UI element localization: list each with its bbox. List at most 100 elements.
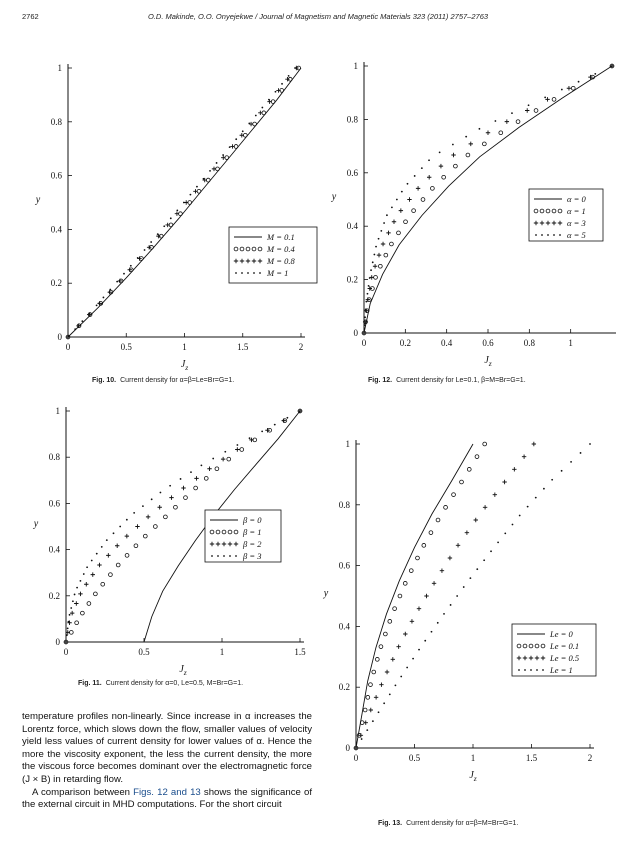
- fig10-data-point: [235, 138, 238, 141]
- fig11-y-tick-label: 0.2: [49, 591, 60, 601]
- fig13-legend: Le = 0 Le = 0.1 Le = 0.5 Le = 1: [511, 623, 597, 677]
- fig12-x-tick-label: 1: [568, 338, 573, 348]
- fig12-data-point: [482, 141, 487, 147]
- fig13-data-point: [418, 648, 420, 651]
- fig12-data-point: [515, 119, 521, 124]
- body-paragraph-1: temperature profiles non-linearly. Since…: [22, 711, 312, 785]
- fig13-x-tick-label: 1: [471, 753, 476, 763]
- fig11-data-point: [286, 416, 289, 419]
- fig12-x-tick-label: 0.4: [441, 338, 453, 348]
- fig11-data-point: [249, 437, 254, 443]
- fig12-data-point: [430, 186, 435, 191]
- fig13-data-point: [362, 707, 368, 713]
- fig10-data-point: [76, 323, 81, 328]
- figure-reference-link[interactable]: Figs. 12 and 13: [133, 786, 201, 798]
- fig11-x-tick-label: 1.5: [294, 647, 306, 657]
- fig12-x-tick-label: 0.6: [482, 338, 494, 348]
- fig13-y-tick-label: 0: [346, 743, 351, 753]
- fig13-data-point: [589, 443, 591, 445]
- fig12-legend-swatch: [557, 220, 563, 226]
- fig12-legend-swatch: [553, 234, 555, 236]
- fig10-data-point: [117, 278, 123, 284]
- fig13-legend-swatch: [522, 655, 528, 661]
- fig11-y-tick-label: 0.4: [49, 545, 61, 555]
- fig11-legend-swatch: [215, 529, 221, 535]
- fig11-data-point: [179, 478, 182, 480]
- fig12-data-point: [364, 316, 367, 319]
- fig10-y-tick-label: 0.4: [51, 224, 63, 234]
- fig11-data-point: [69, 630, 74, 635]
- fig10-legend-swatch: [245, 258, 251, 264]
- fig11-data-point: [150, 498, 153, 501]
- fig12-data-point: [363, 324, 366, 327]
- fig10-legend-swatch: [235, 272, 237, 274]
- fig13-data-point: [518, 514, 521, 517]
- fig12-data-point: [511, 112, 513, 115]
- fig13-data-point: [466, 467, 472, 472]
- fig12-data-point: [363, 332, 365, 334]
- fig12-data-point: [594, 72, 597, 75]
- fig13-legend-swatch: [518, 669, 520, 671]
- fig12-data-point: [451, 152, 456, 158]
- fig12-x-tick-label: 0.8: [524, 338, 536, 348]
- fig10-x-tick-label: 0: [66, 342, 71, 352]
- fig10-data-point: [215, 162, 218, 164]
- fig13-legend-swatch: [522, 643, 528, 649]
- fig12-data-point: [494, 120, 497, 122]
- fig12-data-point: [370, 269, 372, 272]
- fig12-data-point: [468, 141, 473, 147]
- fig13-data-point: [430, 630, 433, 633]
- fig13-data-point: [366, 729, 369, 732]
- fig12-legend-label: α = 3: [567, 218, 586, 228]
- fig13-data-point: [402, 581, 408, 586]
- fig12-data-point: [588, 74, 593, 80]
- fig12-series-3: [361, 63, 615, 336]
- fig10-data-point: [239, 133, 244, 138]
- fig11-data-point: [119, 525, 122, 528]
- fig12-data-point: [377, 237, 380, 240]
- fig13-x-axis-label: Jz: [469, 770, 476, 783]
- fig12-y-axis-label: y: [331, 192, 337, 203]
- fig13-y-tick-label: 0.2: [339, 682, 350, 692]
- fig12-data-point: [400, 190, 403, 193]
- fig11-y-tick-label: 0.6: [49, 498, 61, 508]
- fig11-data-point: [78, 591, 83, 597]
- fig12-data-point: [438, 163, 444, 169]
- fig11-legend-swatch: [235, 555, 237, 557]
- fig10-data-point: [202, 177, 207, 183]
- fig11-data-point: [235, 447, 240, 452]
- fig10-legend-swatch: [233, 258, 239, 264]
- fig13-data-point: [378, 644, 384, 649]
- fig10-data-point: [182, 201, 185, 204]
- fig10-data-point: [67, 336, 69, 338]
- fig12-data-point: [407, 197, 412, 202]
- fig11-data-point: [100, 545, 103, 548]
- fig12-data-point: [376, 252, 382, 258]
- fig11-data-point: [106, 553, 111, 558]
- fig13-legend-swatch: [530, 669, 532, 671]
- fig12-caption: Fig. 12. Current density for Le=0.1, β=M=…: [368, 377, 526, 384]
- fig13-data-point: [492, 492, 498, 497]
- fig12-data-point: [391, 206, 393, 209]
- fig13-x-tick-label: 0: [354, 753, 359, 763]
- fig12-data-point: [544, 96, 547, 99]
- fig10-legend-swatch: [253, 272, 255, 274]
- fig11-data-point: [71, 600, 74, 603]
- fig11-data-point: [181, 485, 186, 491]
- fig12-data-point: [426, 175, 432, 180]
- fig10-data-point: [189, 193, 192, 196]
- fig12-data-point: [389, 241, 394, 247]
- fig12-data-point: [364, 308, 367, 311]
- fig13-legend-swatch: [540, 655, 546, 661]
- fig10-x-tick-label: 2: [299, 342, 304, 352]
- fig11-legend-swatch: [221, 529, 227, 535]
- fig13-data-point: [371, 720, 374, 723]
- fig13-data-point: [390, 657, 396, 662]
- fig13-data-point: [424, 639, 427, 642]
- fig12-legend-swatch: [547, 234, 549, 236]
- fig12-data-point: [391, 219, 397, 224]
- fig12-y-tick-label: 0.8: [347, 114, 359, 124]
- fig10-data-point: [261, 106, 264, 109]
- fig11-data-point: [86, 601, 92, 606]
